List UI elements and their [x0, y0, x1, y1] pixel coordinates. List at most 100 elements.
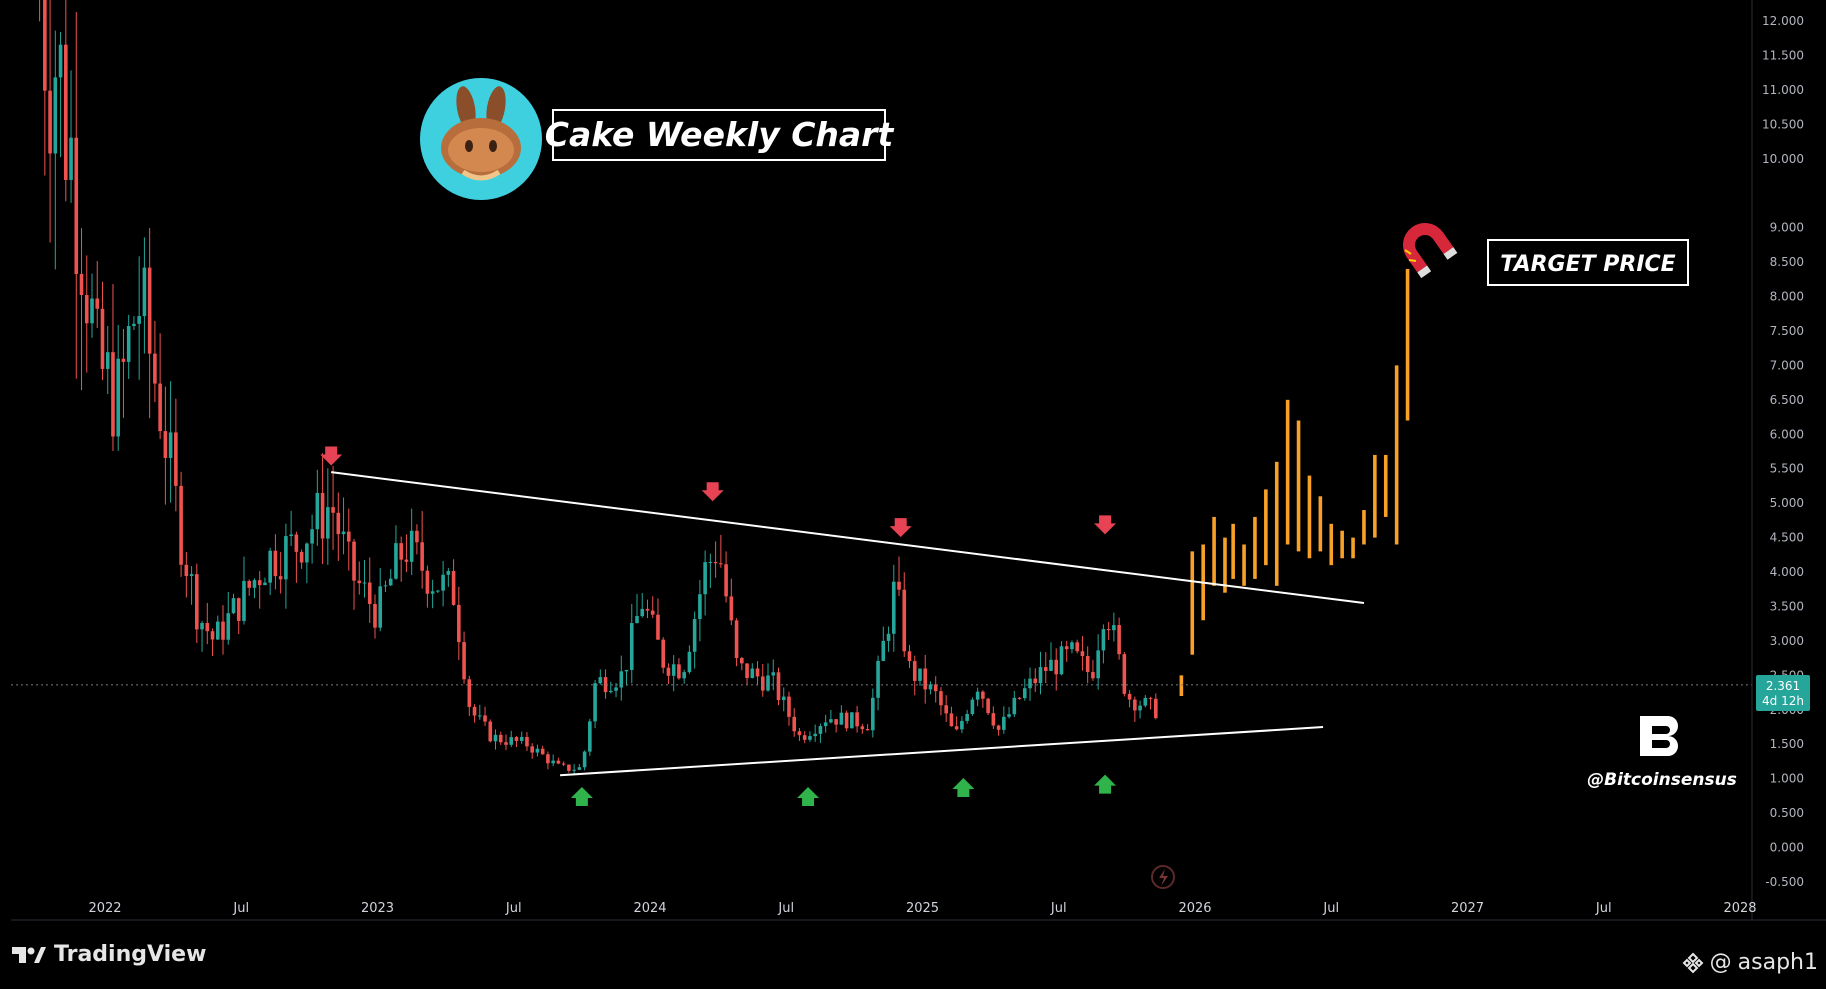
- candle-body: [252, 580, 257, 588]
- candle-body: [755, 668, 760, 677]
- pancakeswap-logo: [420, 78, 542, 200]
- projection-bar: [1362, 510, 1366, 545]
- candle-body: [420, 542, 424, 571]
- down-arrow-icon: [701, 482, 724, 502]
- x-tick-label: 2026: [1178, 901, 1211, 916]
- projection-bar: [1231, 523, 1235, 579]
- candle-body: [666, 667, 671, 676]
- y-tick-label: 9.000: [1770, 221, 1804, 235]
- candle-body: [561, 763, 566, 765]
- candle-body: [1091, 672, 1095, 679]
- trendline-resistance[interactable]: [331, 471, 1365, 605]
- candle-body: [48, 90, 52, 154]
- candle-body: [792, 716, 797, 732]
- target-price-box: TARGET PRICE: [1487, 239, 1689, 286]
- candle-body: [603, 677, 608, 693]
- candle-body: [1138, 705, 1142, 711]
- candle-body: [436, 590, 440, 592]
- projection-bar: [1253, 516, 1257, 579]
- candle-body: [472, 706, 477, 716]
- projection-bar: [1329, 523, 1334, 566]
- candle-body: [111, 352, 115, 437]
- projection-bar: [1351, 537, 1355, 559]
- candle-body: [367, 582, 372, 604]
- projection-bar: [1212, 516, 1216, 586]
- candle-body: [535, 748, 540, 753]
- candle-body: [656, 614, 660, 640]
- candle-body: [671, 664, 676, 676]
- y-tick-label: 4.000: [1770, 565, 1804, 579]
- candle-body: [388, 578, 393, 586]
- candle-body: [231, 598, 236, 614]
- candle-body: [1002, 716, 1006, 730]
- candle-body: [153, 353, 157, 384]
- candle-body: [268, 550, 272, 583]
- candle-body: [981, 691, 985, 699]
- candle-body: [289, 534, 293, 537]
- countdown-value: 4d 12h: [1762, 694, 1804, 708]
- candle-body: [766, 675, 770, 691]
- candle-body: [1064, 646, 1069, 650]
- x-tick-label: Jul: [777, 901, 794, 916]
- binance-icon: [1682, 952, 1704, 973]
- candle-body: [1049, 659, 1053, 671]
- projection-bar: [1318, 496, 1323, 552]
- y-tick-label: 7.500: [1770, 324, 1804, 338]
- candle-body: [719, 563, 723, 565]
- projection-bar: [1394, 365, 1399, 545]
- candle-body: [713, 562, 718, 564]
- last-price-value: 2.361: [1766, 679, 1800, 693]
- time-axis[interactable]: 2022 Jul 2023 Jul 2024 Jul 2025 Jul 2026 Jul 2027 J…: [88, 901, 1756, 916]
- y-tick-label: 8.000: [1770, 290, 1804, 304]
- tradingview-logo[interactable]: TradingView: [12, 942, 206, 967]
- x-tick-label: 2023: [361, 901, 394, 916]
- candle-body: [158, 383, 162, 432]
- x-tick-label: 2025: [906, 901, 939, 916]
- author-credit[interactable]: @ asaph1: [1682, 950, 1818, 975]
- y-tick-label: 5.500: [1770, 462, 1804, 476]
- candle-body: [975, 691, 980, 700]
- x-tick-label: Jul: [232, 901, 249, 916]
- candle-body: [1143, 697, 1148, 706]
- candle-body: [1054, 659, 1059, 675]
- candle-body: [886, 633, 891, 641]
- y-tick-label: 12.000: [1762, 14, 1804, 28]
- candle-body: [483, 715, 487, 722]
- y-tick-label: 3.500: [1770, 599, 1804, 613]
- x-tick-label: 2027: [1451, 901, 1484, 916]
- candle-body: [1101, 629, 1106, 651]
- candle-body: [1059, 646, 1064, 675]
- candle-body: [771, 672, 776, 676]
- candle-body: [404, 559, 409, 562]
- candle-body: [362, 582, 367, 584]
- projection-bar: [1274, 461, 1279, 586]
- candle-body: [593, 683, 597, 722]
- candle-body: [629, 623, 634, 670]
- candle-body: [226, 613, 231, 640]
- candle-body: [635, 616, 639, 624]
- candle-body: [871, 697, 875, 731]
- candle-body: [661, 639, 666, 668]
- trendline-support[interactable]: [560, 726, 1324, 777]
- candle-body: [105, 352, 110, 369]
- candle-body: [781, 696, 786, 701]
- candle-body: [750, 668, 755, 678]
- lightning-icon[interactable]: [1151, 865, 1175, 889]
- candle-body: [415, 530, 419, 543]
- candle-body: [519, 736, 524, 741]
- y-tick-label: 0.500: [1770, 806, 1804, 820]
- candle-body: [609, 690, 613, 693]
- candle-body: [425, 570, 430, 594]
- y-tick-label: 6.000: [1770, 427, 1804, 441]
- candle-body: [215, 621, 220, 640]
- projection-bar: [1383, 454, 1388, 517]
- candle-body: [284, 536, 288, 580]
- candle-body: [430, 591, 435, 594]
- candle-body: [331, 507, 335, 513]
- candle-body: [834, 719, 838, 725]
- candle-body: [965, 714, 969, 721]
- down-arrow-icon: [1094, 515, 1117, 535]
- candle-body: [441, 574, 445, 591]
